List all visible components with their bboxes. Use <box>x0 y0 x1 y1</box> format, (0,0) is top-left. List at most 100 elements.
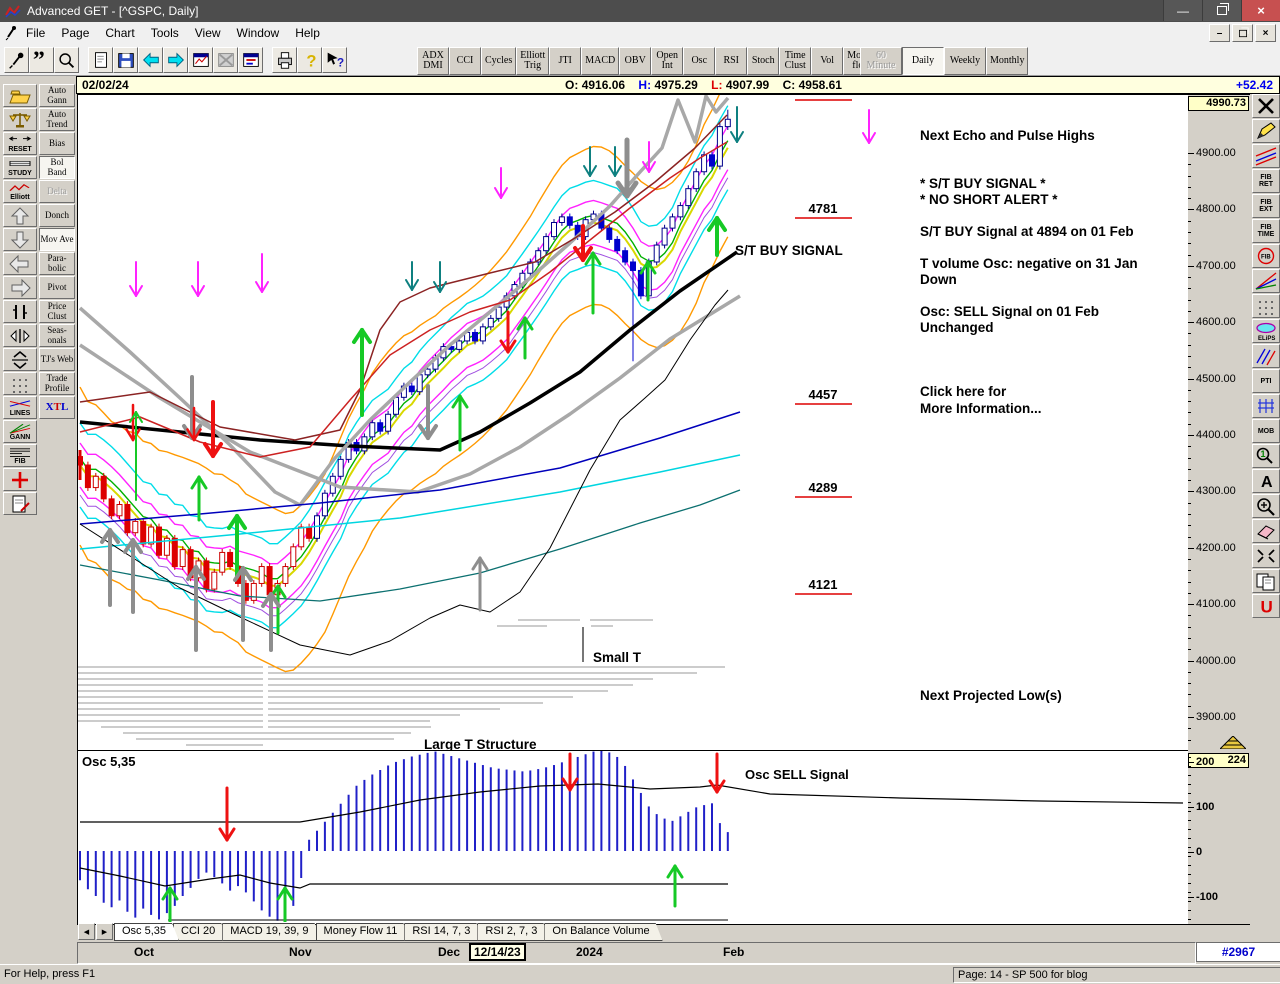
expand-bars-button[interactable] <box>3 324 37 347</box>
pti-button[interactable]: PTI <box>1252 369 1280 393</box>
mdi-minimize-button[interactable]: – <box>1209 24 1230 42</box>
window-chart-button[interactable] <box>188 47 213 73</box>
next-page-button[interactable] <box>163 47 188 73</box>
study-auto-trend-button[interactable]: Auto Trend <box>39 108 75 131</box>
study-donch-button[interactable]: Donch <box>39 204 75 227</box>
time-axis[interactable]: Oct Nov Dec 12/14/23 2024 Feb <box>77 942 1196 964</box>
pyramid-icon[interactable] <box>1220 736 1246 749</box>
oscillator-canvas[interactable]: Osc 5,35 Osc SELL Signal <box>78 750 1186 924</box>
blue-grid-button[interactable] <box>1252 394 1280 418</box>
menu-page[interactable]: Page <box>61 26 90 40</box>
indicator-elliott-trig-button[interactable]: Elliott Trig <box>516 47 550 75</box>
menu-file[interactable]: File <box>26 26 46 40</box>
tab-osc-5-35[interactable]: Osc 5,35 <box>114 923 179 941</box>
study-delta-button[interactable]: Delta <box>39 180 75 203</box>
lines-button[interactable]: LINES <box>3 396 37 419</box>
fib-button[interactable]: FIB <box>3 444 37 467</box>
help-button[interactable]: ? <box>297 47 322 73</box>
menu-view[interactable]: View <box>194 26 221 40</box>
restore-button[interactable] <box>1202 0 1241 21</box>
trendlines-button[interactable] <box>1252 144 1280 168</box>
indicator-osc-button[interactable]: Osc <box>683 47 716 75</box>
fib-ext-button[interactable]: FIB EXT <box>1252 194 1280 218</box>
tabs-scroll-right-button[interactable]: ▶ <box>96 923 113 940</box>
minimize-button[interactable]: — <box>1163 0 1202 21</box>
gann-button[interactable]: GANN <box>3 420 37 443</box>
quotes-button[interactable]: ” <box>29 47 54 73</box>
period-monthly-button[interactable]: Monthly <box>986 47 1029 75</box>
study-price-clust-button[interactable]: Price Clust <box>39 300 75 323</box>
main-chart-canvas[interactable]: 4781 4457 4289 4121 Next Echo and Pulse High… <box>77 78 1186 752</box>
indicator-cci-button[interactable]: CCI <box>449 47 481 75</box>
period-weekly-button[interactable]: Weekly <box>944 47 986 75</box>
tab-rsi-2-7-3[interactable]: RSI 2, 7, 3 <box>477 923 550 941</box>
indicator-open-int-button[interactable]: Open Int <box>651 47 684 75</box>
fib-time-button[interactable]: FIB TIME <box>1252 219 1280 243</box>
info-search-button[interactable]: 1 <box>1252 444 1280 468</box>
compress-bars-button[interactable] <box>3 348 37 371</box>
indicator-jti-button[interactable]: JTI <box>549 47 582 75</box>
tab-on-balance-volume[interactable]: On Balance Volume <box>544 923 662 941</box>
indicator-time-clust-button[interactable]: Time Clust <box>779 47 812 75</box>
grid-button[interactable] <box>3 372 37 395</box>
study-para--bolic-button[interactable]: Para- bolic <box>39 252 75 275</box>
properties-button[interactable] <box>3 492 37 515</box>
pencil-button[interactable] <box>1252 119 1280 143</box>
new-page-button[interactable] <box>88 47 113 73</box>
study-auto-gann-button[interactable]: Auto Gann <box>39 84 75 107</box>
text-tool-button[interactable]: A <box>1252 469 1280 493</box>
reset-button[interactable]: RESET <box>3 132 37 155</box>
study-pivot-button[interactable]: Pivot <box>39 276 75 299</box>
period-60-minute-button[interactable]: 60 Minute <box>860 47 902 75</box>
study-trade-profile-button[interactable]: Trade Profile <box>39 372 75 395</box>
indicator-vol-button[interactable]: Vol <box>811 47 844 75</box>
search-button[interactable] <box>54 47 79 73</box>
fib-circle-button[interactable]: FIB <box>1252 244 1280 268</box>
magnet-button[interactable]: U <box>1252 594 1280 618</box>
pin-button[interactable] <box>4 47 29 73</box>
indicator-cycles-button[interactable]: Cycles <box>481 47 517 75</box>
study-mov-ave-button[interactable]: Mov Ave <box>39 228 75 251</box>
tab-money-flow-11[interactable]: Money Flow 11 <box>316 923 411 941</box>
indicator-rsi-button[interactable]: RSI <box>715 47 748 75</box>
save-button[interactable] <box>113 47 138 73</box>
delete-x-button[interactable] <box>1252 94 1280 118</box>
scales-button[interactable] <box>3 108 37 131</box>
zoom-in-button[interactable] <box>1252 494 1280 518</box>
indicator-stoch-button[interactable]: Stoch <box>747 47 780 75</box>
crosshair-button[interactable] <box>3 468 37 491</box>
study-tj-s-web-button[interactable]: TJ's Web <box>39 348 75 371</box>
period-daily-button[interactable]: Daily <box>902 47 944 75</box>
bar-style-button[interactable] <box>3 300 37 323</box>
arrow-up-button[interactable] <box>3 204 37 227</box>
eraser-button[interactable] <box>1252 519 1280 543</box>
more-information-link[interactable]: Click here for <box>920 384 1007 399</box>
indicator-obv-button[interactable]: OBV <box>619 47 652 75</box>
mdi-close-button[interactable]: × <box>1255 24 1276 42</box>
mdi-restore-button[interactable] <box>1232 24 1253 42</box>
indicator-macd-button[interactable]: MACD <box>581 47 620 75</box>
timeline-date-box[interactable]: 12/14/23 <box>469 943 526 961</box>
open-folder-button[interactable] <box>3 84 37 107</box>
more-information-link[interactable]: More Information... <box>920 401 1042 416</box>
print-button[interactable] <box>272 47 297 73</box>
tab-macd-19-39-9[interactable]: MACD 19, 39, 9 <box>222 923 321 941</box>
price-axis[interactable]: 4990.73 224 4900.00 4800.00 4700.00 4600.00… <box>1188 94 1250 925</box>
window-new-button[interactable] <box>238 47 263 73</box>
fan-lines-button[interactable] <box>1252 269 1280 293</box>
notes-button[interactable] <box>1252 569 1280 593</box>
arrow-down-button[interactable] <box>3 228 37 251</box>
menu-tools[interactable]: Tools <box>150 26 179 40</box>
arrow-right-button[interactable] <box>3 276 37 299</box>
tab-cci-20[interactable]: CCI 20 <box>173 923 228 941</box>
expand-button[interactable] <box>1252 544 1280 568</box>
tab-rsi-14-7-3[interactable]: RSI 14, 7, 3 <box>404 923 483 941</box>
context-help-button[interactable]: ? <box>322 47 347 73</box>
close-button[interactable]: × <box>1241 0 1280 21</box>
menu-window[interactable]: Window <box>236 26 280 40</box>
menu-chart[interactable]: Chart <box>105 26 135 40</box>
elliott-button[interactable]: Elliott <box>3 180 37 203</box>
prev-page-button[interactable] <box>138 47 163 73</box>
study-seas--onals-button[interactable]: Seas- onals <box>39 324 75 347</box>
